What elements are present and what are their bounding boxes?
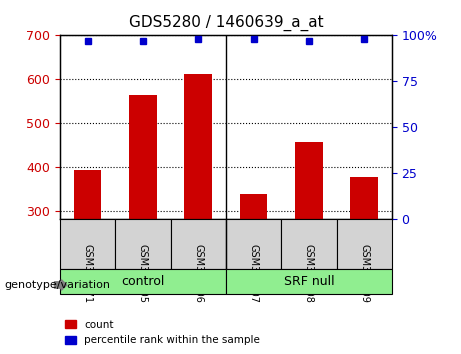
Bar <box>184 74 212 219</box>
Legend: count, percentile rank within the sample: count, percentile rank within the sample <box>65 320 260 345</box>
FancyBboxPatch shape <box>115 219 171 269</box>
FancyBboxPatch shape <box>226 269 392 294</box>
Text: SRF null: SRF null <box>284 275 334 288</box>
FancyBboxPatch shape <box>60 269 226 294</box>
Bar <box>295 142 323 219</box>
Text: GSM336409: GSM336409 <box>359 244 369 303</box>
Bar <box>129 96 157 219</box>
FancyBboxPatch shape <box>226 219 281 269</box>
Text: GSM336407: GSM336407 <box>248 244 259 303</box>
Text: GSM335971: GSM335971 <box>83 244 93 303</box>
Bar <box>74 170 101 219</box>
FancyBboxPatch shape <box>171 219 226 269</box>
Bar <box>240 194 267 219</box>
FancyBboxPatch shape <box>60 219 115 269</box>
Text: GSM336406: GSM336406 <box>193 244 203 303</box>
Title: GDS5280 / 1460639_a_at: GDS5280 / 1460639_a_at <box>129 15 323 31</box>
Text: genotype/variation: genotype/variation <box>5 280 111 290</box>
Text: GSM336405: GSM336405 <box>138 244 148 303</box>
Bar <box>350 177 378 219</box>
FancyBboxPatch shape <box>281 219 337 269</box>
Text: GSM336408: GSM336408 <box>304 244 314 303</box>
Text: control: control <box>121 275 165 288</box>
FancyBboxPatch shape <box>337 219 392 269</box>
FancyArrow shape <box>54 280 67 290</box>
